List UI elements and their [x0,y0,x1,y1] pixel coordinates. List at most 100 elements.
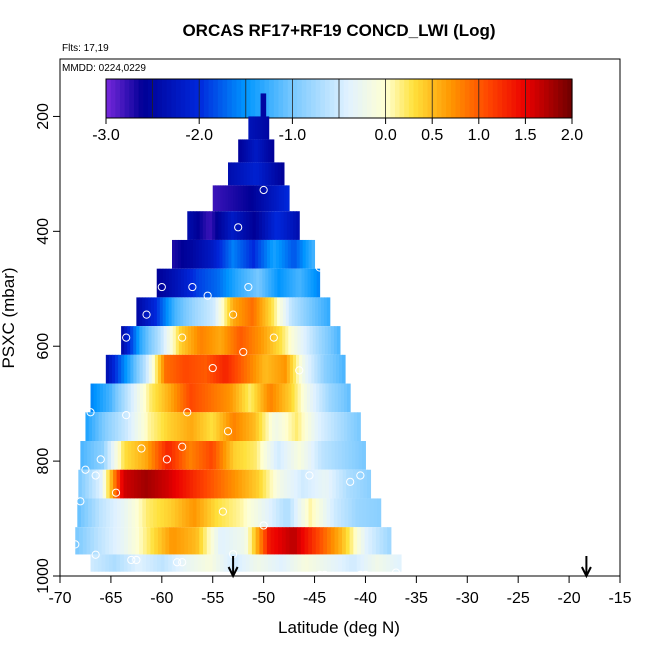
colorbar-segment [530,79,536,118]
heatmap-cell [251,326,256,355]
heatmap-cell [161,441,166,470]
heatmap-cell [315,297,319,327]
down-arrow [227,556,239,579]
heatmap-cell [327,326,332,355]
heatmap-cell [204,268,209,298]
heatmap-cell [312,297,316,327]
heatmap-cell [348,441,353,470]
heatmap-cell [251,116,254,140]
heatmap-cell [82,527,88,555]
heatmap-cell [177,412,181,442]
heatmap-cell [314,354,318,384]
heatmap-cell [308,554,313,572]
heatmap-cell [281,412,286,442]
heatmap-cell [255,116,258,140]
heatmap-cell [302,354,306,384]
heatmap-cell [283,354,288,384]
heatmap-cell [112,554,117,572]
heatmap-cell [250,116,253,140]
heatmap-cell [107,441,112,470]
heatmap-cell [217,383,221,413]
heatmap-cell [275,498,281,528]
heatmap-cell [183,412,188,442]
observation-marker [259,521,268,530]
colorbar-segment [474,79,480,118]
heatmap-cell [167,354,171,384]
heatmap-cell [261,239,265,269]
heatmap-cell [220,268,224,298]
heatmap-cell [79,527,84,555]
heatmap-cell [334,383,339,413]
heatmap-cell [272,498,277,528]
heatmap-cell [154,354,159,384]
heatmap-cell [138,554,143,572]
heatmap-cell [110,441,115,470]
heatmap-cell [321,326,326,355]
heatmap-cell [349,527,354,555]
heatmap-cell [142,554,147,572]
heatmap-cell [190,211,194,240]
heatmap-cell [246,162,251,186]
heatmap-cell [299,239,304,269]
heatmap-cell [297,498,302,528]
heatmap-cell [224,326,229,355]
heatmap-cell [173,354,177,384]
heatmap-cell [289,211,294,240]
heatmap-cell [120,554,125,572]
heatmap-cell [256,116,260,140]
heatmap-cell [139,297,143,327]
heatmap-cell [189,239,194,269]
heatmap-cell [183,239,188,269]
heatmap-cell [291,383,296,413]
heatmap-cell [322,498,328,528]
heatmap-cell [244,139,247,163]
heatmap-cell [194,297,199,327]
heatmap-cell [240,139,243,163]
heatmap-cell [124,498,129,528]
colorbar-segment [115,79,121,118]
heatmap-cell [278,239,283,269]
heatmap-cell [130,383,135,413]
heatmap-cell [222,185,226,212]
heatmap-cell [248,527,253,555]
heatmap-cell [239,412,244,442]
heatmap-cell [314,412,319,442]
heatmap-cell [175,554,180,572]
heatmap-cell [270,441,275,470]
heatmap-cell [229,383,234,413]
heatmap-cell [332,469,337,499]
heatmap-cell [359,498,364,528]
heatmap-cell [182,498,187,528]
colorbar-segment [292,79,298,118]
heatmap-cell [280,469,285,499]
heatmap-cell [265,211,269,240]
heatmap-cell [248,139,251,163]
heatmap-cell [192,297,196,327]
colorbar-segment [269,79,275,118]
heatmap-cell [283,268,287,298]
heatmap-cell [256,268,260,298]
colorbar-tick-label: 1.0 [468,127,490,144]
heatmap-cell [217,268,221,298]
heatmap-cell [286,185,290,212]
colorbar-segment [124,79,130,118]
heatmap-cell [87,441,92,470]
heatmap-cell [263,116,266,140]
heatmap-cell [304,469,309,499]
heatmap-cell [164,498,169,528]
heatmap-cell [100,441,105,470]
heatmap-cell [334,554,339,572]
heatmap-cell [256,185,260,212]
heatmap-cell [291,326,295,355]
colorbar-segment [222,79,228,118]
heatmap-cell [287,441,292,470]
heatmap-cell [149,498,154,528]
heatmap-cell [323,554,328,572]
heatmap-cell [367,469,372,499]
heatmap-cell [174,383,178,413]
heatmap-cell [174,268,179,298]
heatmap-cell [114,441,119,470]
x-axis: -70 -65 -60 -55 -50 -45 -40 -35 -30 -25 -20 -15 [48,576,632,607]
heatmap-cell [211,268,215,298]
heatmap-cell [182,554,188,572]
